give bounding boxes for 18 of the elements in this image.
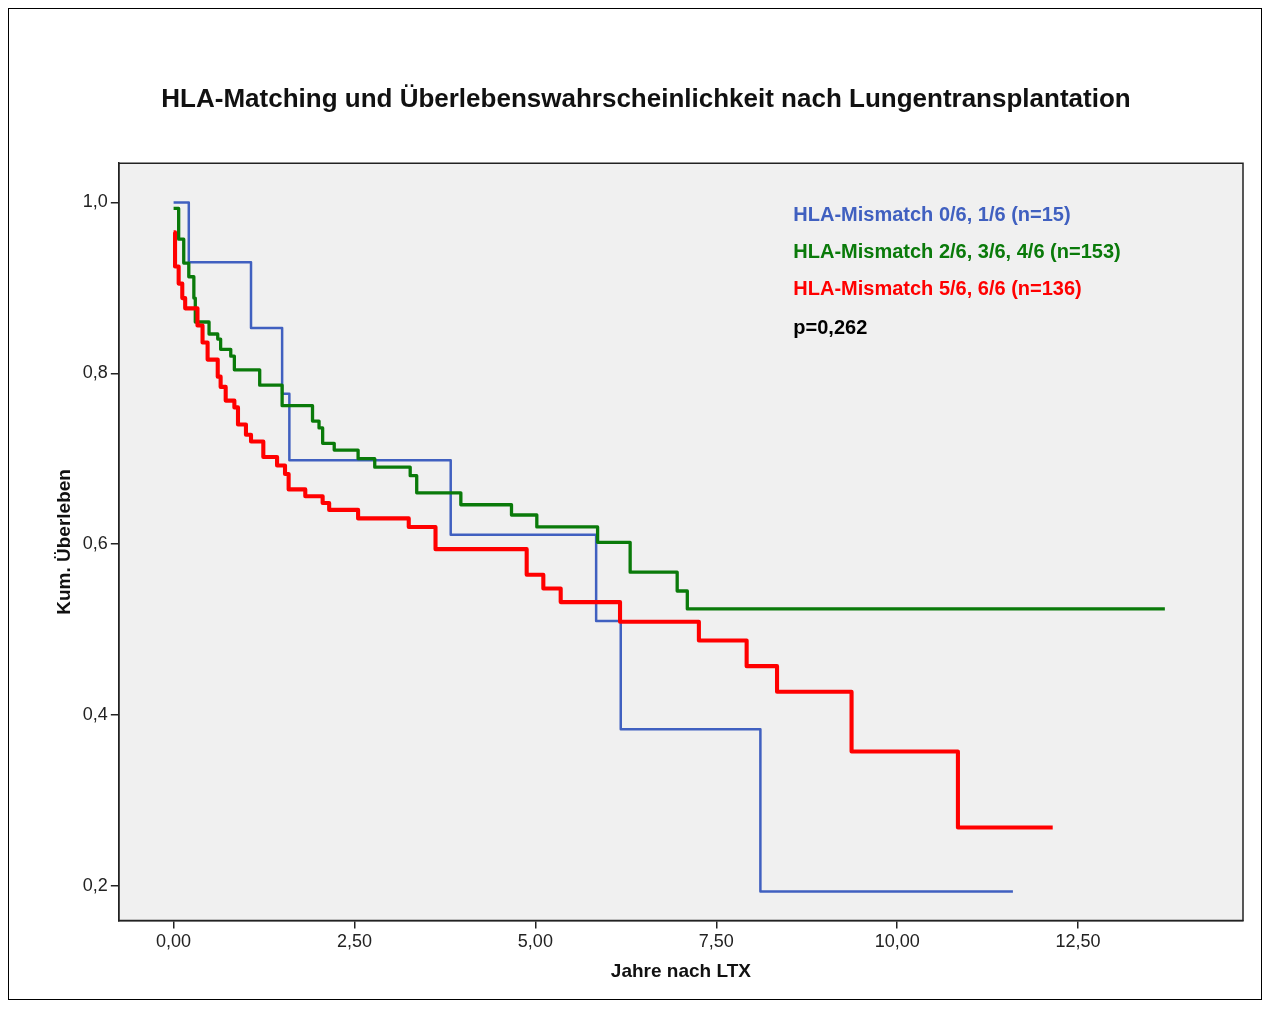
y-axis-title: Kum. Überleben: [52, 469, 74, 615]
x-tick-label: 10,00: [874, 931, 920, 952]
text: HLA-Mismatch 5/6, 6/6 (n=136): [793, 276, 1082, 299]
annotation: p=0,262: [793, 315, 868, 338]
y-tick-label: 0,8: [82, 362, 108, 383]
x-tick-label: 5,00: [517, 931, 553, 952]
y-tick-label: 0,4: [82, 703, 108, 724]
chart-title: HLA-Matching und Überlebenswahrscheinlichkeit nach Lungentransplantation: [161, 82, 1131, 113]
y-tick-label: 0,2: [82, 874, 108, 895]
x-tick-label: 7,50: [698, 931, 734, 952]
x-tick-label: 12,50: [1055, 931, 1101, 952]
x-axis-title: Jahre nach LTX: [610, 959, 752, 981]
x-tick-label: 0,00: [156, 931, 192, 952]
y-tick-label: 0,6: [82, 533, 108, 553]
x-tick-label: 2,50: [336, 931, 373, 952]
y-tick-label: 1,0: [82, 191, 108, 212]
text: HLA-Mismatch 0/6, 1/6 (n=15): [793, 202, 1071, 225]
text: HLA-Mismatch 2/6, 3/6, 4/6 (n=153): [793, 239, 1121, 262]
